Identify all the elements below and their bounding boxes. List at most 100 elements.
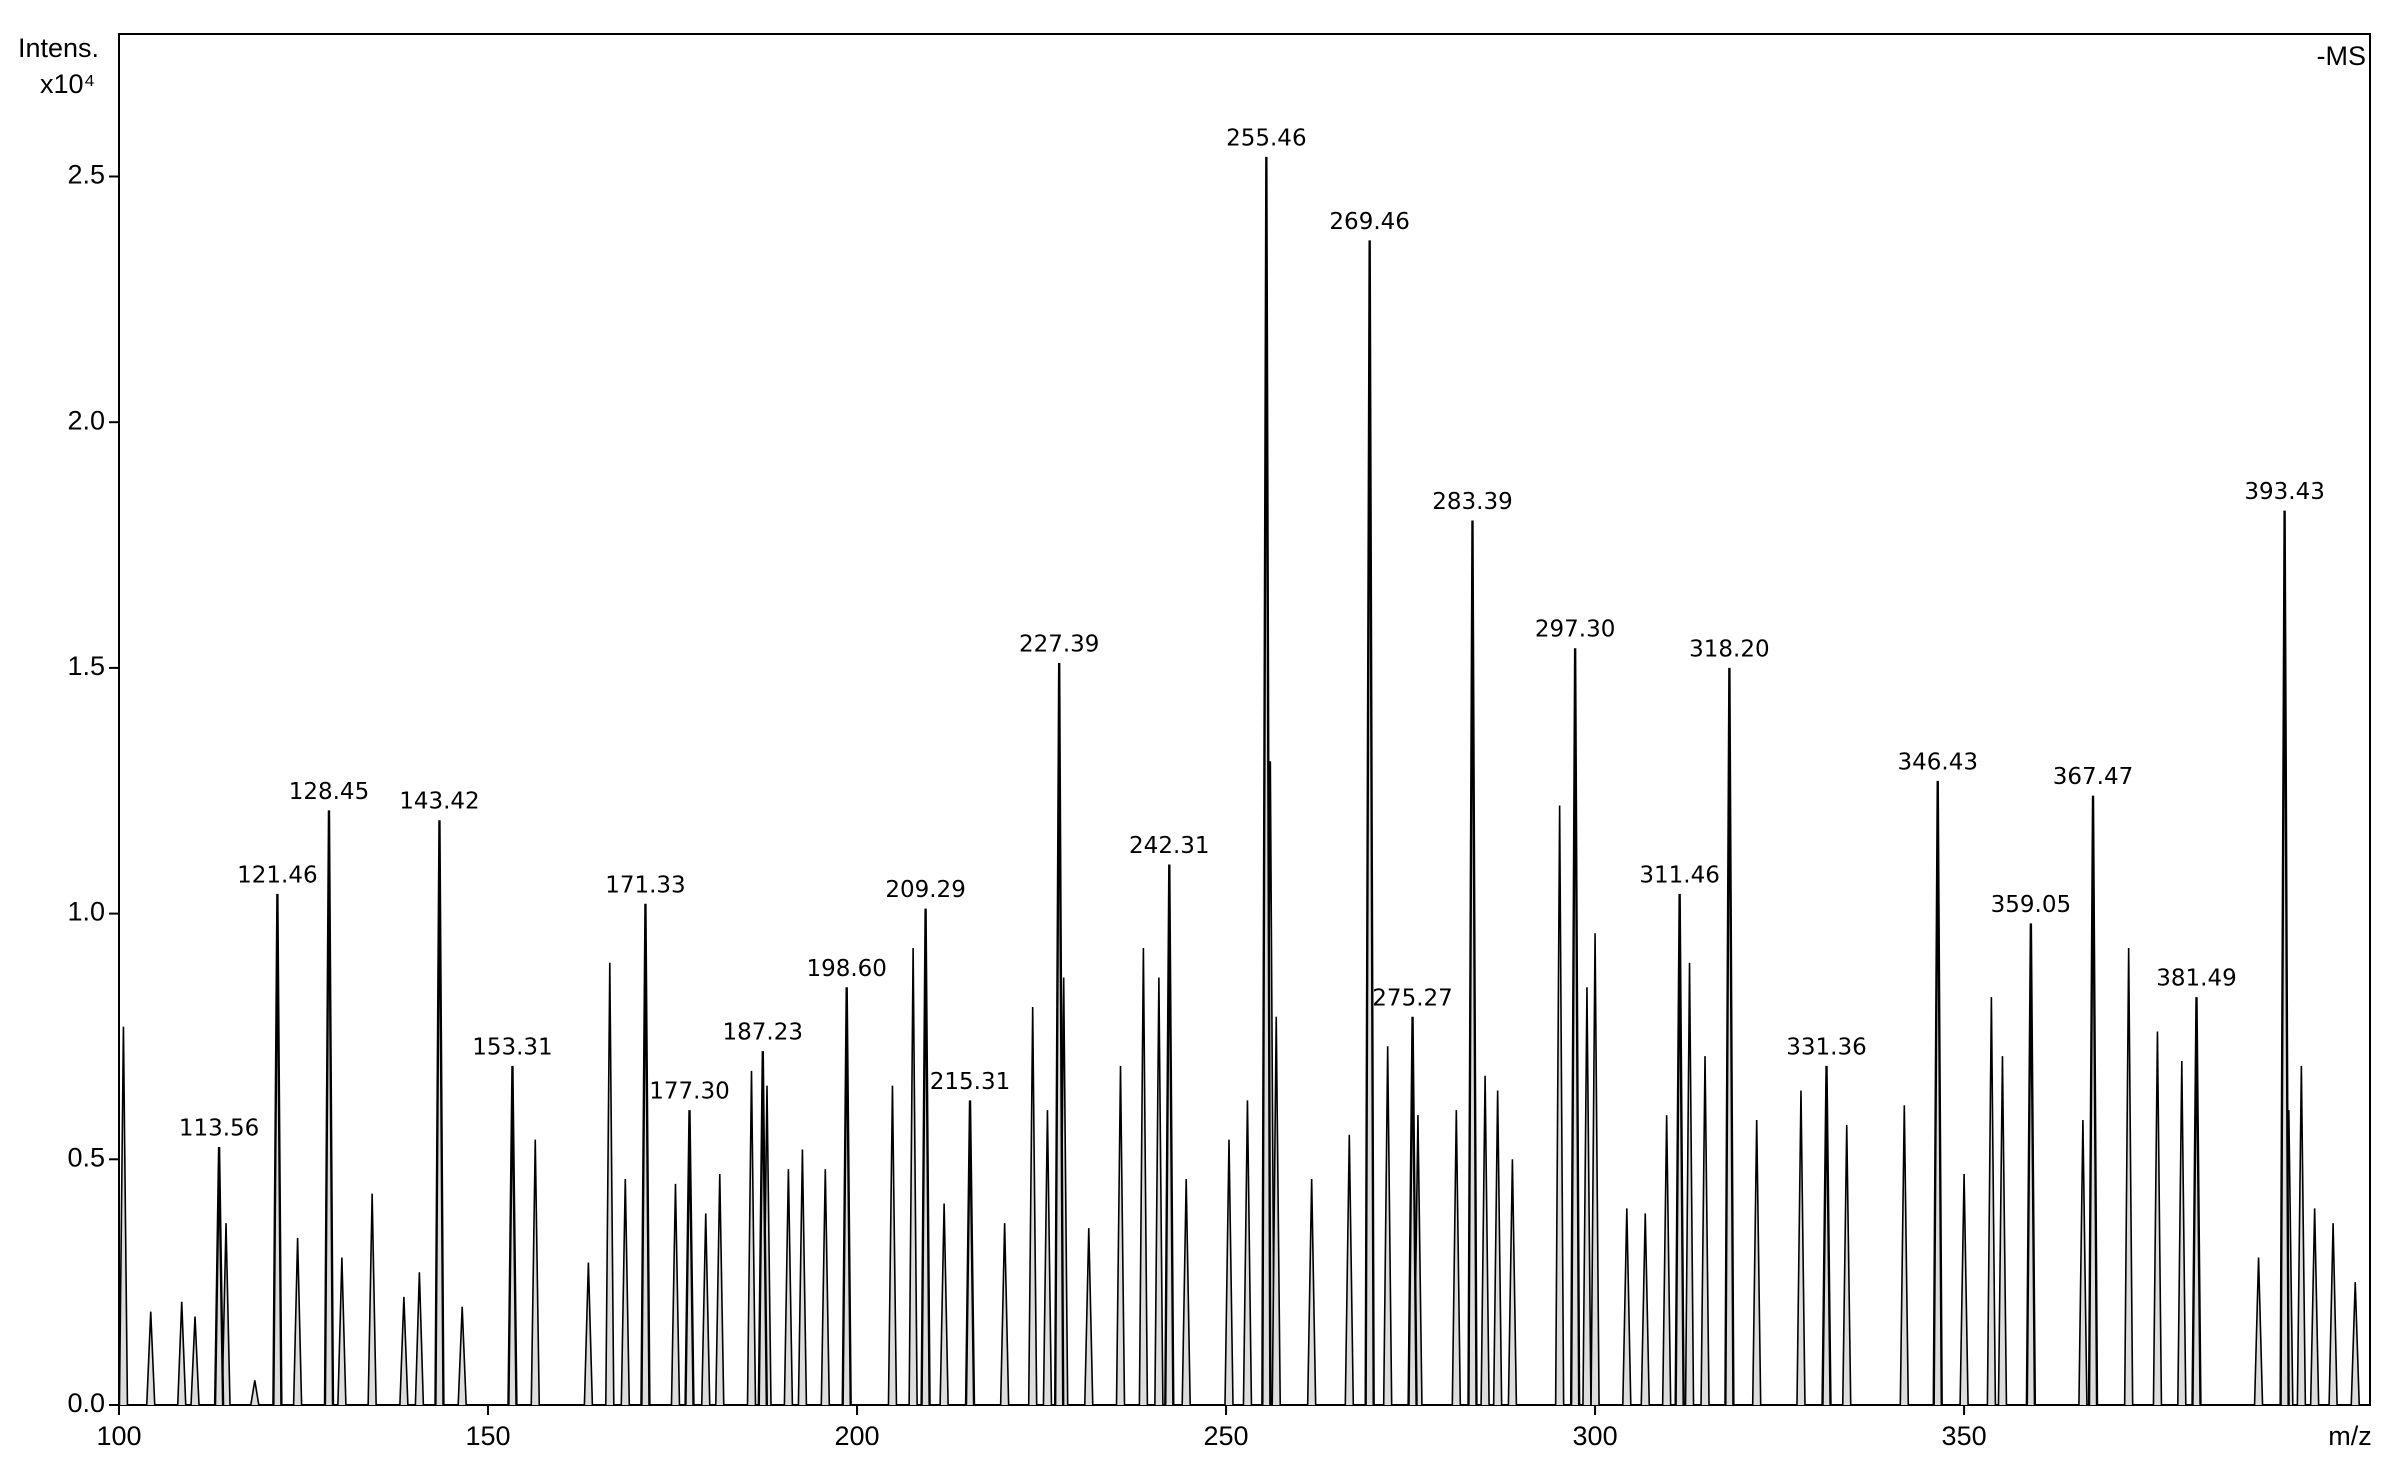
peak: [1507, 1159, 1518, 1406]
peak-label: 227.39: [1019, 631, 1099, 657]
peak: [1467, 520, 1478, 1406]
peak-label: 171.33: [605, 872, 685, 898]
peak: [1959, 1174, 1969, 1406]
peak: [841, 987, 852, 1406]
peak: [1661, 1115, 1672, 1406]
peak: [1724, 667, 1735, 1406]
peak: [2279, 510, 2290, 1406]
annotation: -MS: [2317, 41, 2367, 71]
y-scale: x10⁴: [40, 69, 95, 99]
peak: [2296, 1065, 2307, 1406]
peak: [457, 1306, 467, 1406]
peak: [2087, 795, 2099, 1406]
peak: [604, 962, 615, 1406]
peak: [507, 1065, 518, 1406]
y-tick-label: 1.5: [67, 651, 105, 681]
peak-label: 242.31: [1129, 833, 1209, 859]
x-tick-label: 150: [465, 1421, 510, 1451]
peak: [2177, 1061, 2187, 1406]
peak-label: 381.49: [2156, 966, 2236, 992]
peak: [583, 1262, 594, 1406]
peak: [434, 820, 445, 1406]
peak: [2350, 1282, 2361, 1406]
peak: [367, 1193, 377, 1406]
peak: [700, 1213, 711, 1406]
peak-label: 275.27: [1372, 985, 1452, 1011]
peak: [746, 1070, 757, 1406]
peak: [1997, 1056, 2008, 1406]
peak: [757, 1051, 768, 1406]
peak: [1382, 1046, 1393, 1406]
peak: [2253, 1257, 2264, 1406]
peak: [1242, 1100, 1253, 1406]
peak: [908, 947, 918, 1406]
peak: [1492, 1090, 1503, 1406]
peak: [939, 1203, 949, 1406]
peak: [292, 1237, 303, 1406]
peak: [221, 1223, 231, 1406]
peak: [1053, 662, 1065, 1406]
peak: [887, 1085, 898, 1406]
peak: [2191, 997, 2202, 1406]
peak: [1582, 987, 1592, 1406]
peak-label: 187.23: [723, 1020, 803, 1046]
peak: [2025, 923, 2037, 1406]
peak-label: 143.42: [399, 789, 479, 815]
x-tick-label: 350: [1942, 1421, 1987, 1451]
x-axis-label: m/z: [2328, 1421, 2372, 1451]
peak: [1932, 780, 1943, 1406]
peak: [1181, 1178, 1191, 1406]
peak: [118, 1026, 129, 1406]
peak: [213, 1147, 225, 1406]
peak-label: 331.36: [1786, 1034, 1866, 1060]
peak: [1042, 1110, 1053, 1406]
peak-label: 198.60: [806, 956, 886, 982]
peak: [250, 1380, 260, 1406]
x-tick-label: 200: [835, 1421, 880, 1451]
peak: [176, 1301, 187, 1406]
peak: [1115, 1065, 1126, 1406]
peak-label: 153.31: [472, 1034, 552, 1060]
peak-label: 359.05: [1991, 892, 2071, 918]
peak-label: 311.46: [1639, 862, 1719, 888]
x-tick-label: 100: [96, 1421, 141, 1451]
peak: [2309, 1208, 2320, 1406]
y-axis-label: Intens.: [18, 33, 99, 63]
peak: [620, 1178, 631, 1406]
peak-label: 209.29: [885, 877, 965, 903]
y-tick-label: 0.5: [67, 1142, 105, 1172]
x-tick-label: 250: [1204, 1421, 1249, 1451]
peak: [1751, 1119, 1762, 1406]
peak: [1224, 1139, 1234, 1406]
peak: [1154, 977, 1164, 1406]
peak: [1684, 962, 1695, 1406]
peak: [1271, 1016, 1282, 1406]
peak-label: 318.20: [1689, 636, 1769, 662]
peak: [640, 903, 651, 1406]
peak: [399, 1296, 409, 1406]
peak-label: 269.46: [1329, 209, 1409, 235]
peak: [1640, 1213, 1651, 1406]
peak: [2152, 1031, 2163, 1406]
peak: [1796, 1090, 1806, 1406]
peak: [1261, 156, 1272, 1406]
y-tick-label: 2.0: [67, 405, 105, 435]
peak-label: 113.56: [179, 1116, 259, 1142]
peak: [783, 1169, 794, 1406]
peak: [670, 1183, 681, 1406]
peak-label: 367.47: [2053, 764, 2133, 790]
peak: [323, 810, 335, 1406]
peak: [714, 1174, 725, 1406]
peak: [2078, 1119, 2088, 1406]
peak: [414, 1272, 425, 1406]
peak-label: 255.46: [1226, 125, 1306, 151]
peak: [1306, 1178, 1317, 1406]
y-tick-label: 1.0: [67, 897, 105, 927]
y-tick-label: 2.5: [67, 160, 105, 190]
peak: [1164, 864, 1175, 1406]
peak: [1674, 893, 1685, 1406]
peak: [1083, 1228, 1094, 1406]
y-tick-label: 0.0: [67, 1388, 105, 1418]
peak: [2123, 947, 2134, 1406]
